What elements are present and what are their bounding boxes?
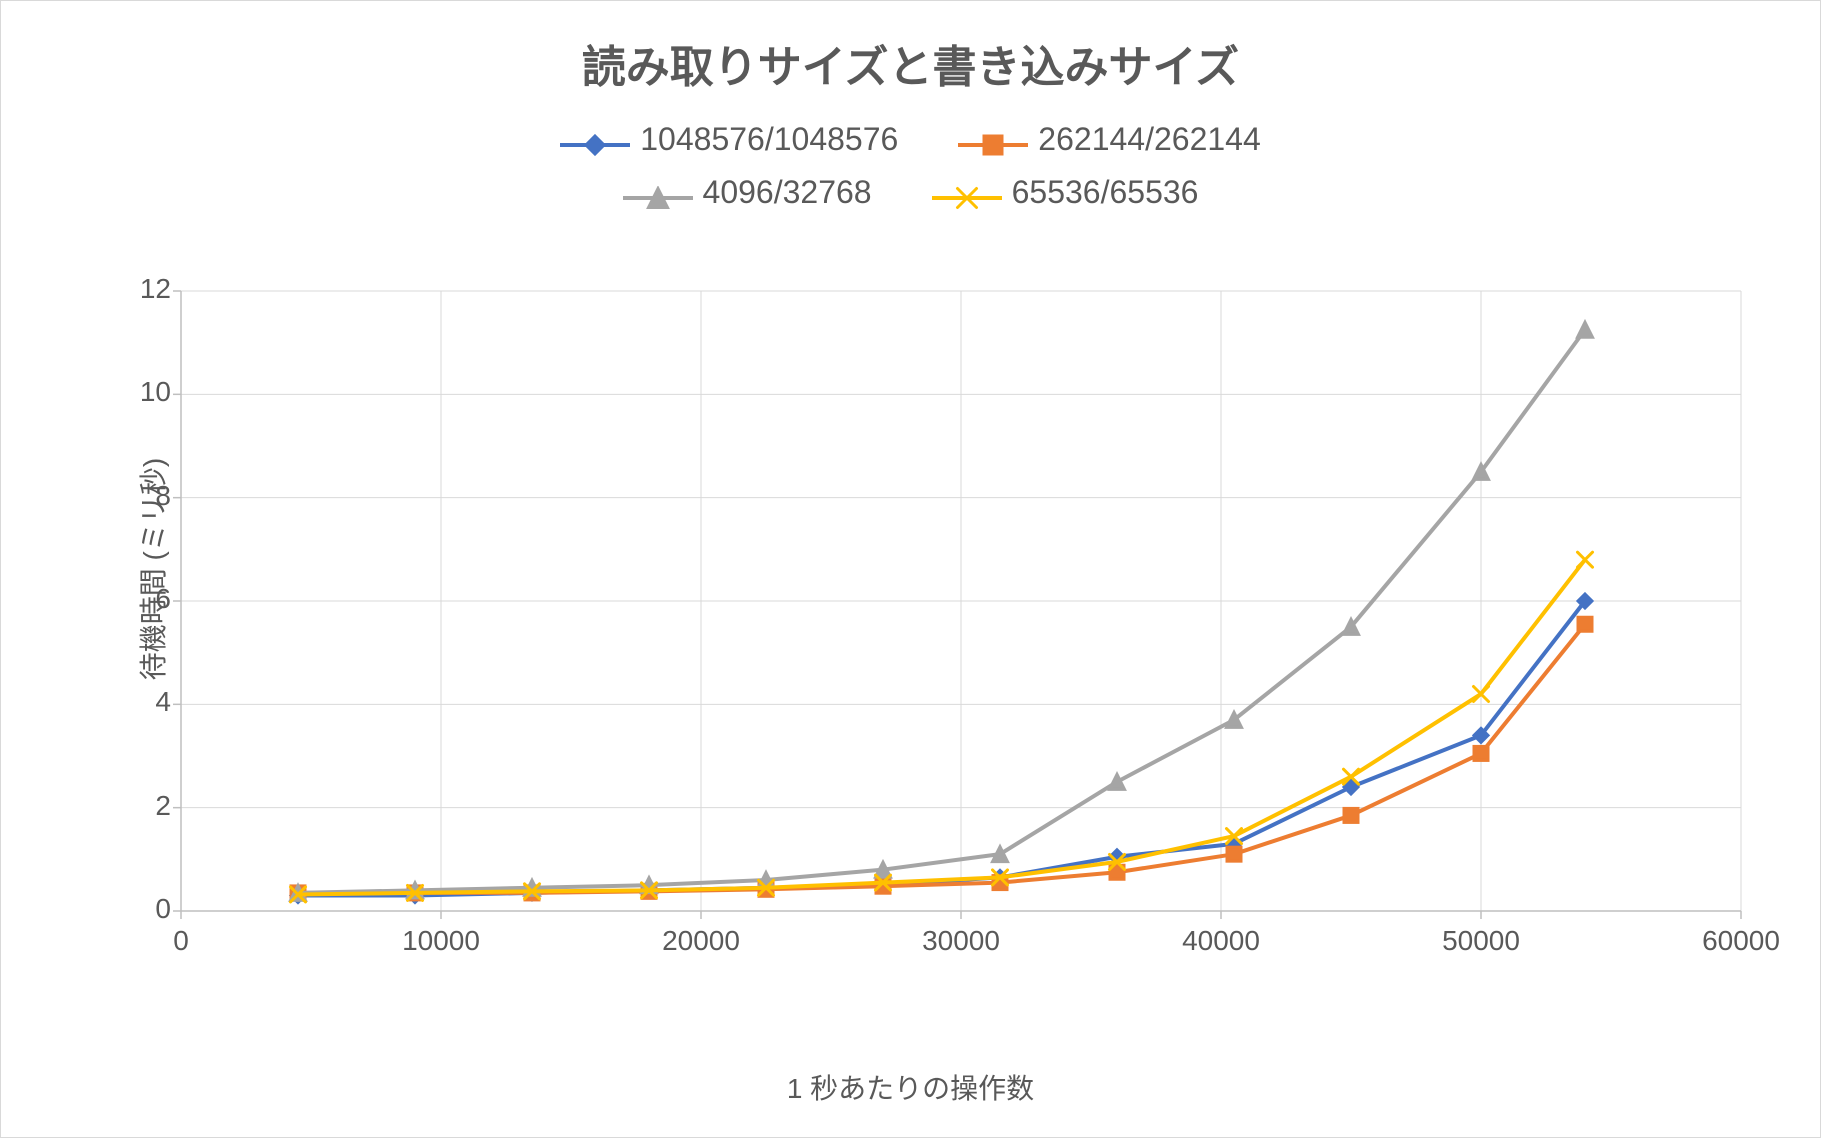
x-tick-label: 40000 (1161, 925, 1281, 957)
legend-label: 1048576/1048576 (640, 121, 898, 158)
x-tick-label: 20000 (641, 925, 761, 957)
legend-row: 1048576/1048576 262144/262144 (560, 121, 1261, 158)
y-tick-label: 0 (111, 893, 171, 925)
y-tick-label: 4 (111, 686, 171, 718)
legend-label: 4096/32768 (703, 174, 872, 211)
x-axis-label: 1 秒あたりの操作数 (1, 1067, 1820, 1107)
plot-area: 0100002000030000400005000060000024681012 (181, 291, 1741, 911)
y-tick-label: 8 (111, 480, 171, 512)
y-tick-label: 12 (111, 273, 171, 305)
y-tick-label: 2 (111, 790, 171, 822)
legend: 1048576/1048576 262144/262144 4096/32768… (1, 121, 1820, 211)
legend-swatch (932, 181, 1002, 205)
x-tick-label: 0 (121, 925, 241, 957)
x-tick-label: 60000 (1681, 925, 1801, 957)
x-tick-label: 10000 (381, 925, 501, 957)
legend-item: 262144/262144 (958, 121, 1260, 158)
chart-frame: 読み取りサイズと書き込みサイズ 1048576/1048576 262144/2… (0, 0, 1821, 1138)
legend-label: 65536/65536 (1012, 174, 1199, 211)
legend-row: 4096/32768 65536/65536 (623, 174, 1199, 211)
legend-swatch (560, 128, 630, 152)
x-tick-label: 30000 (901, 925, 1021, 957)
y-tick-label: 10 (111, 376, 171, 408)
legend-swatch (958, 128, 1028, 152)
legend-label: 262144/262144 (1038, 121, 1260, 158)
legend-item: 1048576/1048576 (560, 121, 898, 158)
legend-item: 65536/65536 (932, 174, 1199, 211)
y-tick-label: 6 (111, 583, 171, 615)
chart-title: 読み取りサイズと書き込みサイズ (1, 31, 1820, 95)
x-tick-label: 50000 (1421, 925, 1541, 957)
legend-item: 4096/32768 (623, 174, 872, 211)
legend-swatch (623, 181, 693, 205)
